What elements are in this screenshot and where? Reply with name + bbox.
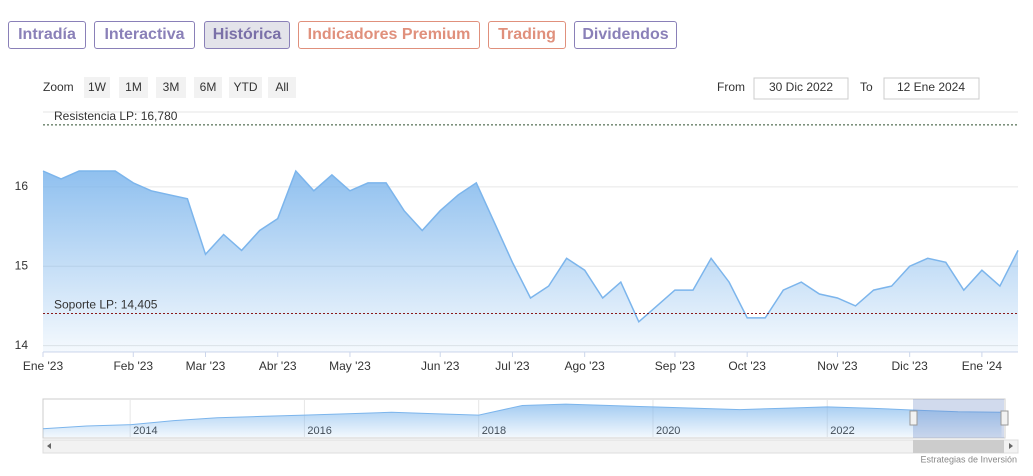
zoom-button-label: 1W: [88, 80, 107, 94]
y-tick-label: 15: [15, 258, 29, 272]
credit: Estrategias de Inversión: [920, 454, 1017, 464]
tab[interactable]: Indicadores Premium: [298, 21, 480, 49]
area-fill: [43, 171, 1018, 352]
x-tick-label: Jun '23: [421, 359, 460, 373]
zoom-button-label: 6M: [200, 80, 217, 94]
navigator-area: [43, 404, 1002, 437]
zoom-button[interactable]: [229, 77, 262, 98]
y-tick-label: 14: [15, 338, 29, 352]
x-tick-label: Mar '23: [186, 359, 226, 373]
navigator-mask: [913, 399, 1004, 438]
zoom-button-label: 3M: [163, 80, 180, 94]
tab-active[interactable]: Histórica: [204, 21, 290, 49]
tab[interactable]: Trading: [488, 21, 566, 49]
zoom-button-label: 1M: [125, 80, 142, 94]
level-label: Soporte LP: 14,405: [54, 298, 158, 312]
from-value: 30 Dic 2022: [769, 80, 833, 94]
to-label: To: [860, 80, 873, 94]
y-tick-label: 16: [15, 179, 29, 193]
zoom-button[interactable]: [268, 77, 296, 98]
zoom-button[interactable]: [194, 77, 222, 98]
x-tick-label: Nov '23: [817, 359, 858, 373]
x-tick-label: Oct '23: [728, 359, 766, 373]
zoom-button[interactable]: [84, 77, 110, 98]
level-label: Resistencia LP: 16,780: [54, 109, 178, 123]
x-tick-label: Dic '23: [892, 359, 929, 373]
zoom-button[interactable]: [156, 77, 186, 98]
from-input[interactable]: [753, 77, 849, 100]
tab[interactable]: Dividendos: [574, 21, 677, 49]
x-tick-label: Ago '23: [565, 359, 606, 373]
from-label: From: [717, 80, 745, 94]
price-line: [42, 169, 1019, 324]
zoom-label: Zoom: [43, 80, 74, 94]
to-input[interactable]: [883, 77, 980, 100]
x-tick-label: Ene '24: [962, 359, 1003, 373]
x-tick-label: Sep '23: [655, 359, 696, 373]
x-tick-label: Feb '23: [113, 359, 153, 373]
tab[interactable]: Intradía: [8, 21, 86, 49]
zoom-button-label: YTD: [234, 80, 258, 94]
x-tick-label: May '23: [329, 359, 371, 373]
navigator-handle[interactable]: [1000, 410, 1009, 426]
x-tick-label: Jul '23: [495, 359, 530, 373]
navigator-line: [42, 403, 1002, 430]
zoom-button-label: All: [275, 80, 288, 94]
tab[interactable]: Interactiva: [94, 21, 195, 49]
scrollbar-thumb[interactable]: [913, 440, 1004, 453]
x-tick-label: Ene '23: [23, 359, 64, 373]
navigator-handle[interactable]: [909, 410, 918, 426]
zoom-button[interactable]: [119, 77, 148, 98]
to-value: 12 Ene 2024: [897, 80, 965, 94]
scrollbar[interactable]: [42, 439, 1019, 454]
x-tick-label: Abr '23: [259, 359, 297, 373]
